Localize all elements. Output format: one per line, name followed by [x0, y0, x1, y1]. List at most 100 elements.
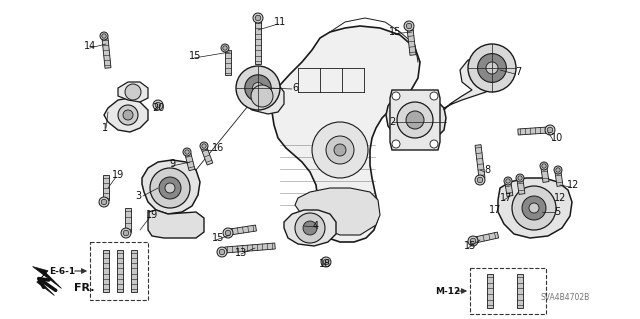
Polygon shape: [125, 208, 131, 232]
Text: 5: 5: [554, 207, 560, 217]
Text: 12: 12: [554, 193, 566, 203]
Circle shape: [504, 177, 512, 185]
Text: 16: 16: [212, 143, 224, 153]
Polygon shape: [487, 274, 493, 308]
Circle shape: [516, 174, 524, 182]
Polygon shape: [541, 167, 549, 182]
Text: M-12: M-12: [435, 286, 461, 295]
Text: E-6-1: E-6-1: [49, 266, 75, 276]
Circle shape: [253, 83, 264, 93]
Polygon shape: [103, 250, 109, 292]
Circle shape: [100, 32, 108, 40]
Circle shape: [392, 92, 400, 100]
Polygon shape: [104, 98, 148, 132]
Circle shape: [522, 196, 546, 220]
Circle shape: [225, 230, 231, 236]
Circle shape: [477, 177, 483, 183]
Circle shape: [303, 221, 317, 235]
Circle shape: [236, 66, 280, 110]
Text: 19: 19: [112, 170, 124, 180]
Text: 13: 13: [235, 248, 247, 258]
Polygon shape: [390, 90, 440, 150]
Polygon shape: [103, 175, 109, 200]
Text: 9: 9: [169, 159, 175, 169]
Polygon shape: [407, 28, 416, 55]
Circle shape: [200, 142, 208, 150]
Circle shape: [470, 238, 476, 244]
Circle shape: [406, 23, 412, 29]
Polygon shape: [555, 172, 563, 186]
Circle shape: [406, 111, 424, 129]
Circle shape: [512, 186, 556, 230]
Circle shape: [255, 15, 260, 21]
Polygon shape: [386, 96, 446, 142]
Circle shape: [475, 175, 485, 185]
Polygon shape: [475, 145, 485, 178]
Polygon shape: [517, 274, 523, 308]
Circle shape: [554, 166, 562, 174]
Circle shape: [124, 230, 129, 236]
Circle shape: [556, 168, 560, 172]
Polygon shape: [131, 250, 137, 292]
Polygon shape: [474, 232, 499, 243]
Text: 15: 15: [389, 27, 401, 37]
Polygon shape: [185, 153, 195, 171]
Polygon shape: [148, 210, 204, 238]
Text: 19: 19: [146, 210, 158, 220]
Circle shape: [397, 102, 433, 138]
Text: 4: 4: [313, 221, 319, 231]
Circle shape: [101, 199, 107, 205]
Text: 14: 14: [84, 41, 96, 51]
Text: 7: 7: [515, 67, 521, 77]
Polygon shape: [33, 267, 61, 295]
Circle shape: [468, 44, 516, 92]
Polygon shape: [238, 80, 284, 114]
Polygon shape: [118, 82, 148, 102]
Text: 11: 11: [274, 17, 286, 27]
Text: 15: 15: [189, 51, 201, 61]
Text: 8: 8: [484, 165, 490, 175]
Text: 18: 18: [319, 259, 331, 269]
Text: 12: 12: [567, 180, 579, 190]
Polygon shape: [517, 180, 525, 194]
Circle shape: [221, 44, 229, 52]
Circle shape: [430, 140, 438, 148]
Text: 2: 2: [389, 117, 395, 127]
Text: SVA4B4702B: SVA4B4702B: [541, 293, 590, 302]
Polygon shape: [444, 58, 494, 110]
Circle shape: [165, 183, 175, 193]
Circle shape: [547, 127, 553, 133]
Circle shape: [326, 136, 354, 164]
Text: 20: 20: [152, 103, 164, 113]
Circle shape: [518, 176, 522, 180]
Text: 17: 17: [500, 193, 512, 203]
Polygon shape: [505, 182, 513, 197]
Circle shape: [542, 164, 546, 168]
Polygon shape: [225, 243, 275, 253]
Circle shape: [153, 100, 163, 110]
Circle shape: [183, 148, 191, 156]
Circle shape: [185, 150, 189, 154]
Circle shape: [123, 110, 133, 120]
Circle shape: [217, 247, 227, 257]
Circle shape: [251, 85, 273, 107]
Polygon shape: [295, 188, 380, 235]
Text: 1: 1: [102, 123, 108, 133]
Circle shape: [245, 75, 271, 101]
Circle shape: [118, 105, 138, 125]
Circle shape: [404, 21, 414, 31]
Circle shape: [545, 125, 555, 135]
Text: 15: 15: [464, 241, 476, 251]
Circle shape: [202, 144, 206, 148]
Circle shape: [159, 177, 181, 199]
Polygon shape: [272, 26, 420, 242]
Polygon shape: [225, 50, 231, 75]
Circle shape: [223, 228, 233, 238]
Polygon shape: [255, 20, 261, 64]
Circle shape: [312, 122, 368, 178]
Circle shape: [125, 84, 141, 100]
Polygon shape: [142, 160, 200, 214]
Polygon shape: [201, 147, 213, 165]
Circle shape: [334, 144, 346, 156]
Text: 17: 17: [489, 205, 501, 215]
